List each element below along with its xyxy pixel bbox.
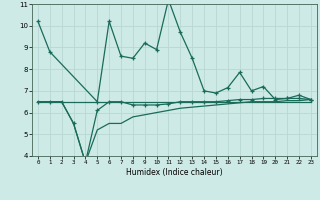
X-axis label: Humidex (Indice chaleur): Humidex (Indice chaleur) [126,168,223,177]
